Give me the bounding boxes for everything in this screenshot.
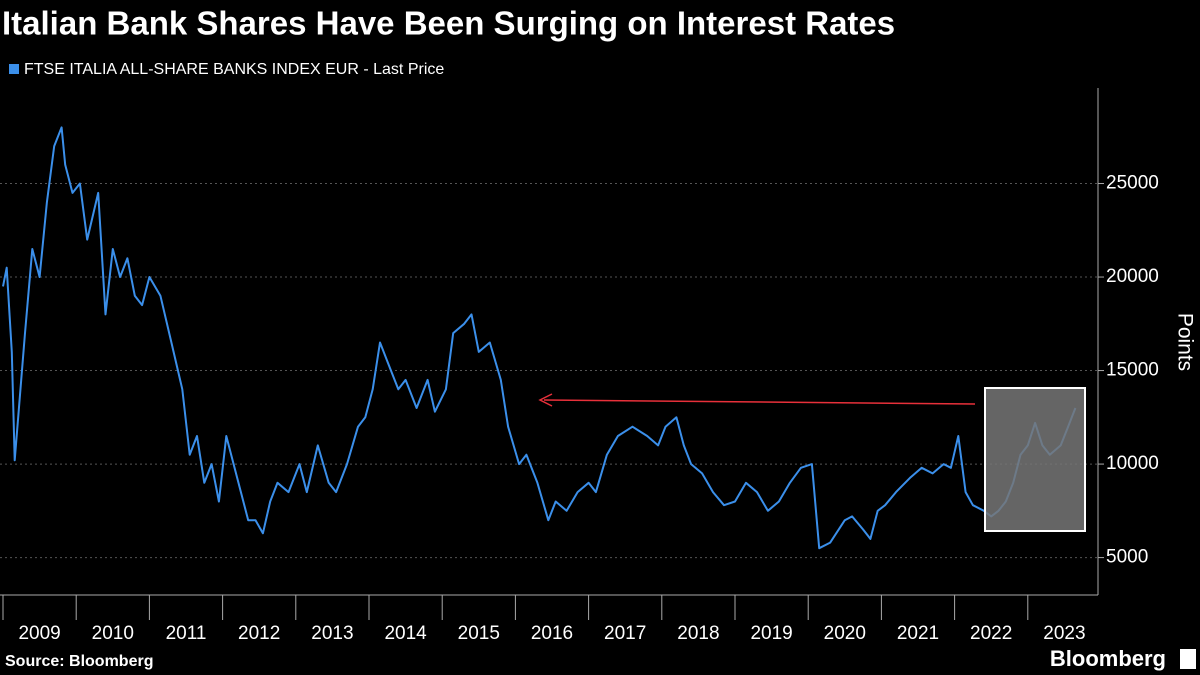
arrow (543, 399, 976, 405)
x-tick-label: 2020 (824, 623, 866, 644)
chart-title: Italian Bank Shares Have Been Surging on… (2, 5, 895, 42)
x-tick-label: 2014 (384, 623, 427, 644)
x-tick-label: 2010 (92, 623, 134, 644)
highlight-box (984, 387, 1086, 532)
y-tick-label: 25000 (1106, 173, 1159, 194)
x-tick-label: 2012 (238, 623, 280, 644)
y-tick-label: 20000 (1106, 266, 1159, 287)
source: Source: Bloomberg (5, 653, 153, 670)
brand-icon (1180, 649, 1196, 669)
x-tick-label: 2017 (604, 623, 646, 644)
y-tick-label: 5000 (1106, 547, 1148, 568)
x-tick-label: 2019 (750, 623, 792, 644)
x-tick-label: 2021 (897, 623, 939, 644)
x-tick-label: 2011 (166, 623, 207, 644)
x-tick-label: 2016 (531, 623, 573, 644)
x-tick-label: 2022 (970, 623, 1012, 644)
x-tick-label: 2023 (1043, 623, 1085, 644)
legend-label: FTSE ITALIA ALL-SHARE BANKS INDEX EUR - … (24, 61, 444, 78)
y-tick-label: 15000 (1106, 360, 1159, 381)
arrow-head (538, 393, 553, 407)
data-line (2, 126, 1077, 550)
x-tick-label: 2009 (18, 623, 60, 644)
x-tick-label: 2018 (677, 623, 719, 644)
legend-swatch (9, 64, 19, 74)
y-axis-label: Points (1173, 313, 1196, 371)
x-tick-label: 2015 (458, 623, 500, 644)
brand: Bloomberg (1050, 646, 1166, 671)
x-tick-label: 2013 (311, 623, 353, 644)
y-tick-label: 10000 (1106, 453, 1159, 474)
